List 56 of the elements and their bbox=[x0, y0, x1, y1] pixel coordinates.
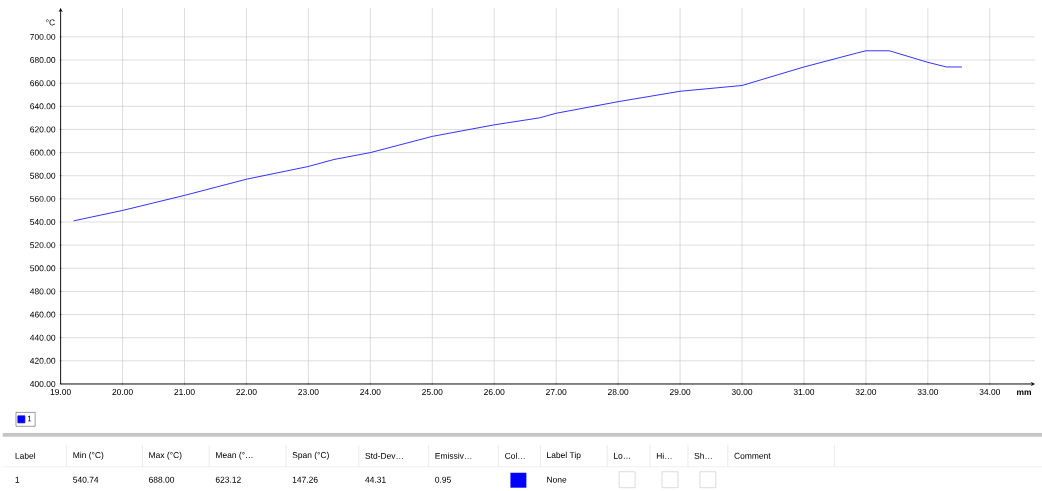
x-tick-label: 22.00 bbox=[236, 389, 257, 396]
text: 44.31 bbox=[365, 476, 386, 483]
x-tick-label: 32.00 bbox=[855, 389, 877, 396]
x-tick-label: 28.00 bbox=[607, 389, 629, 396]
y-tick-label: 400.00 bbox=[29, 381, 56, 388]
text: 688.00 bbox=[149, 476, 175, 483]
text: Emissiv… bbox=[435, 452, 472, 460]
text: Col… bbox=[505, 452, 525, 460]
text: None bbox=[547, 476, 567, 483]
y-tick-label: 460.00 bbox=[29, 311, 56, 318]
y-tick-label: 540.00 bbox=[30, 219, 56, 226]
y-tick-label: 560.00 bbox=[30, 196, 56, 203]
text: Mean (°… bbox=[216, 452, 253, 460]
y-axis-title: °C bbox=[46, 19, 55, 26]
x-tick-label: 33.00 bbox=[917, 389, 939, 396]
text: 540.74 bbox=[73, 476, 99, 483]
x-tick-label: 27.00 bbox=[546, 389, 567, 396]
x-tick-label: 30.00 bbox=[731, 389, 753, 396]
line-series bbox=[73, 50, 963, 222]
text: Min (°C) bbox=[73, 452, 104, 460]
x-tick-label: 24.00 bbox=[360, 389, 381, 396]
y-tick-label: 620.00 bbox=[30, 126, 56, 133]
x-tick-label: 31.00 bbox=[793, 389, 815, 396]
text: Max (°C) bbox=[149, 452, 182, 460]
x-tick-label: 29.00 bbox=[669, 389, 691, 396]
x-tick-label: 21.00 bbox=[174, 389, 195, 396]
y-tick-label: 500.00 bbox=[30, 265, 56, 272]
text: 147.26 bbox=[292, 476, 318, 483]
x-tick-label: 20.00 bbox=[112, 389, 133, 396]
x-axis-title: mm bbox=[1017, 390, 1031, 396]
text: 1 bbox=[15, 476, 20, 483]
text: 0.95 bbox=[435, 476, 451, 483]
y-tick-label: 640.00 bbox=[30, 103, 56, 110]
text: Span (°C) bbox=[292, 452, 329, 460]
x-tick-label: 19.00 bbox=[50, 389, 71, 396]
y-tick-label: 660.00 bbox=[30, 80, 56, 87]
y-tick-label: 680.00 bbox=[30, 57, 56, 64]
y-tick-label: 700.00 bbox=[30, 34, 56, 41]
text: Label bbox=[15, 452, 36, 460]
y-tick-label: 600.00 bbox=[30, 149, 56, 156]
text: Comment bbox=[734, 452, 771, 459]
x-tick-label: 23.00 bbox=[298, 389, 319, 396]
text: Label Tip bbox=[547, 452, 581, 460]
text: Hi… bbox=[656, 452, 672, 459]
text: 623.12 bbox=[215, 476, 241, 483]
text: Sh… bbox=[694, 452, 712, 460]
y-tick-label: 440.00 bbox=[29, 334, 56, 341]
y-tick-label: 480.00 bbox=[29, 288, 56, 295]
x-tick-label: 26.00 bbox=[484, 389, 505, 396]
text: Lo… bbox=[614, 452, 631, 459]
x-tick-label: 34.00 bbox=[979, 389, 1001, 396]
text: Std-Dev… bbox=[365, 452, 403, 460]
x-tick-label: 25.00 bbox=[422, 389, 443, 396]
y-tick-label: 580.00 bbox=[30, 172, 56, 179]
y-tick-label: 520.00 bbox=[30, 242, 56, 249]
y-tick-label: 420.00 bbox=[29, 358, 56, 364]
